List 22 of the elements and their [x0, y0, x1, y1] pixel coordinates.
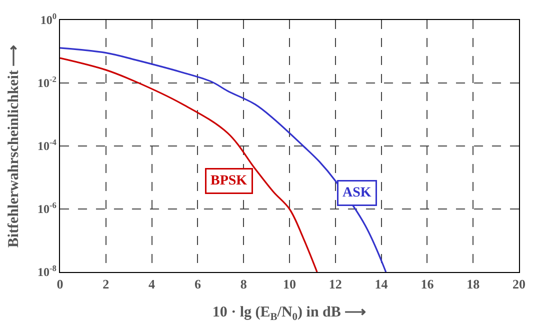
y-tick-label: 10$^{-2}$	[38, 75, 56, 90]
y-tick-label: 10$^{0}$	[40, 12, 56, 28]
y-tick-label: 10$^{-8}$	[38, 264, 56, 280]
x-tick-label: 10	[283, 276, 296, 292]
x-tick-label: 0	[56, 276, 64, 292]
y-tick-label: 10$^{-4}$	[38, 138, 58, 154]
x-tick-label: 14	[374, 276, 388, 292]
x-tick-label: 8	[240, 276, 248, 292]
line-series	[60, 47, 387, 272]
series-label: BPSK	[210, 174, 248, 188]
x-tick-label: 16	[420, 276, 434, 292]
x-tick-label: 4	[148, 276, 156, 292]
x-tick-label: 2	[102, 276, 110, 292]
series-label: ASK	[342, 186, 372, 200]
x-tick-label: 12	[328, 276, 342, 292]
line-series	[60, 57, 318, 272]
x-tick-label: 6	[194, 276, 202, 292]
x-tick-label: 18	[466, 276, 480, 292]
x-tick-label: 20	[512, 276, 526, 292]
y-axis-title: Bitfehlerwahrscheinlichkeit ⟶	[6, 44, 22, 248]
y-tick-label: 10$^{-6}$	[38, 201, 56, 216]
x-axis-title: 10 · lg (E$_{B}$/N$_{0}$) in dB ⟶	[212, 304, 367, 323]
